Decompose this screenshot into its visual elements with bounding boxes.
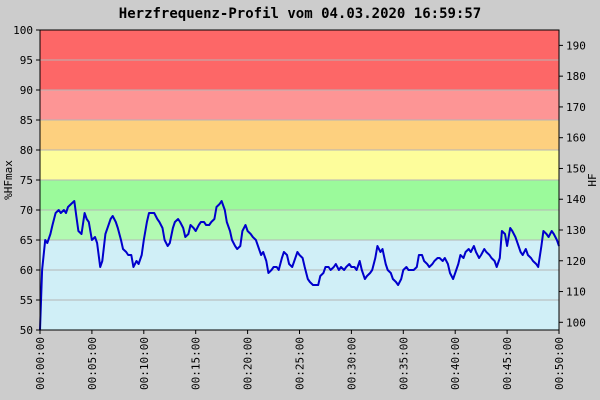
y-axis-left-title: %HFmax (2, 160, 15, 200)
chart-title: Herzfrequenz-Profil vom 04.03.2020 16:59… (119, 6, 481, 22)
right-tick-label: 140 (566, 193, 586, 206)
left-tick-label: 80 (20, 144, 33, 157)
right-tick-label: 160 (566, 132, 586, 145)
right-tick-label: 120 (566, 255, 586, 268)
x-tick-label: 00:15:00 (190, 337, 203, 390)
series-layer (39, 200, 560, 331)
heart-rate-series-line (39, 200, 560, 331)
x-tick-label: 00:25:00 (294, 337, 307, 390)
zone-band (40, 210, 559, 240)
left-tick-label: 65 (20, 234, 33, 247)
x-tick-label: 00:35:00 (397, 337, 410, 390)
zone-band (40, 180, 559, 210)
left-tick-label: 60 (20, 264, 33, 277)
right-tick-label: 190 (566, 39, 586, 52)
right-axis: 100 110 120 130 140 150 160 170 180 190 (559, 39, 586, 329)
x-tick-label: 00:05:00 (86, 337, 99, 390)
heart-rate-zones (40, 30, 559, 330)
left-tick-label: 95 (20, 54, 33, 67)
zone-band (40, 150, 559, 180)
right-tick-label: 170 (566, 101, 586, 114)
left-tick-label: 85 (20, 114, 33, 127)
x-tick-label: 00:50:00 (553, 337, 566, 390)
right-tick-label: 110 (566, 286, 586, 299)
left-tick-label: 100 (13, 24, 33, 37)
left-tick-label: 55 (20, 294, 33, 307)
right-tick-label: 180 (566, 70, 586, 83)
right-tick-label: 130 (566, 224, 586, 237)
x-axis: 00:00:00 00:05:00 00:10:00 00:15:00 00:20:00… (34, 330, 566, 390)
right-tick-label: 100 (566, 316, 586, 329)
left-tick-label: 90 (20, 84, 33, 97)
x-tick-label: 00:10:00 (138, 337, 151, 390)
x-tick-label: 00:20:00 (242, 337, 255, 390)
x-tick-label: 00:00:00 (34, 337, 47, 390)
left-tick-label: 75 (20, 174, 33, 187)
y-axis-right-title: HF (586, 173, 599, 186)
right-tick-label: 150 (566, 162, 586, 175)
zone-band (40, 90, 559, 120)
x-tick-label: 00:45:00 (501, 337, 514, 390)
x-tick-label: 00:30:00 (345, 337, 358, 390)
x-tick-label: 00:40:00 (449, 337, 462, 390)
left-tick-label: 70 (20, 204, 33, 217)
grid-lines (40, 59, 559, 301)
left-tick-label: 50 (20, 324, 33, 337)
zone-band (40, 120, 559, 150)
left-axis: 50 55 60 65 70 75 80 85 90 95 100 (13, 24, 40, 337)
